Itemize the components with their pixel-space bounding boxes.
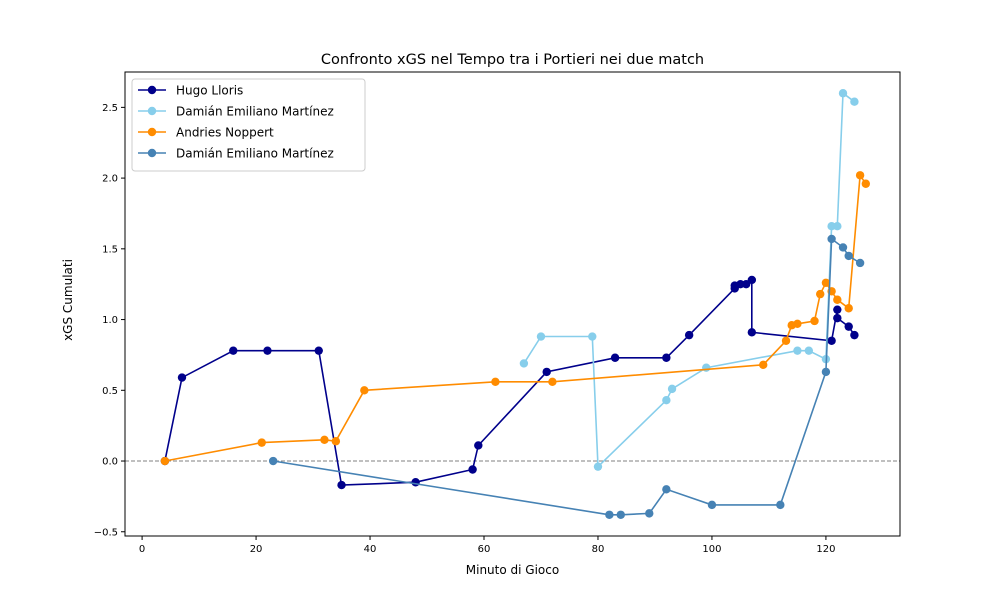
series-0-point <box>337 480 346 490</box>
legend-marker-1 <box>147 106 157 116</box>
series-2-point <box>491 377 500 387</box>
y-tick-label: 2.5 <box>102 103 118 114</box>
series-1-point <box>850 97 859 106</box>
series-1-point <box>588 332 597 341</box>
series-1-point <box>838 89 848 98</box>
series-line-1 <box>523 91 855 469</box>
series-2-point <box>548 377 557 387</box>
series-0-point <box>662 353 671 362</box>
series-0-point <box>610 353 620 362</box>
series-2-point <box>833 295 842 304</box>
series-0-point <box>747 275 757 285</box>
series-2-point <box>759 360 768 370</box>
legend-label-3: Damián Emiliano Martínez <box>176 147 334 161</box>
series-2-point <box>331 437 341 446</box>
series-1-point <box>833 221 842 231</box>
series-0-point <box>747 328 757 337</box>
series-2-point <box>320 435 329 445</box>
series-2-point <box>861 179 871 188</box>
y-tick-label: 0.5 <box>102 386 118 397</box>
plot-area: 0 20 40 60 80 100 120 −0.5 0.0 0.5 1.0 1.5 2.0 2.5 <box>94 71 901 555</box>
series-3-point <box>645 509 654 518</box>
series-3-point <box>827 234 836 244</box>
series-0-point <box>844 322 853 331</box>
series-3-point <box>821 367 831 377</box>
series-1-point <box>793 346 802 355</box>
y-tick-label: 1.0 <box>102 315 118 326</box>
series-3-point <box>844 251 853 261</box>
x-tick-label: 40 <box>364 544 377 555</box>
legend-marker-2 <box>147 127 157 137</box>
series-3-point <box>605 510 614 519</box>
series-0-point <box>474 441 483 450</box>
chart-title: Confronto xGS nel Tempo tra i Portieri n… <box>321 52 704 68</box>
y-axis-label: xGS Cumulati <box>61 259 75 341</box>
series-2-point <box>855 171 865 180</box>
series-2-point <box>257 438 266 447</box>
series-line-2 <box>164 172 867 462</box>
x-tick-label: 20 <box>250 544 263 555</box>
series-0-point <box>833 305 842 314</box>
series-2-point <box>793 319 802 329</box>
x-tick-label: 120 <box>816 544 835 555</box>
series-0-point <box>833 313 842 323</box>
series-3-point <box>707 500 717 510</box>
legend-marker-3 <box>147 148 157 158</box>
series-2-point <box>810 316 819 326</box>
series-1-point <box>519 359 529 368</box>
series-0-point <box>850 330 859 340</box>
series-2-point <box>160 456 170 466</box>
x-tick-label: 100 <box>702 544 721 555</box>
series-0-point <box>684 330 694 340</box>
series-3-point <box>838 243 848 252</box>
series-1-point <box>536 332 546 341</box>
series-3-point <box>616 510 625 519</box>
y-tick-label: −0.5 <box>94 527 118 538</box>
series-1-point <box>804 346 814 355</box>
y-tick-label: 1.5 <box>102 244 118 255</box>
legend-label-0: Hugo Lloris <box>176 84 243 98</box>
x-tick-label: 60 <box>478 544 491 555</box>
y-tick-label: 0.0 <box>102 457 118 468</box>
series-3-point <box>268 456 278 466</box>
series-0-point <box>411 478 420 487</box>
series-0-point <box>468 465 477 474</box>
legend-label-1: Damián Emiliano Martínez <box>176 105 334 119</box>
x-tick-label: 0 <box>139 544 145 555</box>
series-2-point <box>821 278 831 287</box>
series-3-point <box>776 500 785 510</box>
series-3-point <box>662 485 671 494</box>
legend-box <box>131 78 366 172</box>
series-2-point <box>360 386 369 395</box>
series-1-point <box>667 384 677 394</box>
series-0-point <box>827 336 836 345</box>
series-1-point <box>662 395 671 405</box>
series-0-point <box>229 346 238 355</box>
series-0-point <box>542 367 551 377</box>
series-line-3 <box>273 237 861 516</box>
x-axis-label: Minuto di Gioco <box>466 563 559 577</box>
series-2-point <box>816 289 825 299</box>
series-2-point <box>781 336 791 345</box>
series-3-point <box>855 258 865 268</box>
axes-frame <box>124 71 901 537</box>
series-1-point <box>593 462 603 471</box>
y-tick-label: 2.0 <box>102 174 118 185</box>
legend-marker-0 <box>147 85 157 95</box>
x-tick-label: 80 <box>592 544 605 555</box>
series-2-point <box>844 304 853 313</box>
series-0-point <box>263 346 272 355</box>
legend: Hugo Lloris Damián Emiliano Martínez Andri… <box>131 78 366 172</box>
series-0-point <box>314 346 323 355</box>
series-0-point <box>177 373 187 382</box>
series-1-point <box>702 363 711 372</box>
series-line-0 <box>164 278 856 486</box>
legend-label-2: Andries Noppert <box>176 126 274 140</box>
